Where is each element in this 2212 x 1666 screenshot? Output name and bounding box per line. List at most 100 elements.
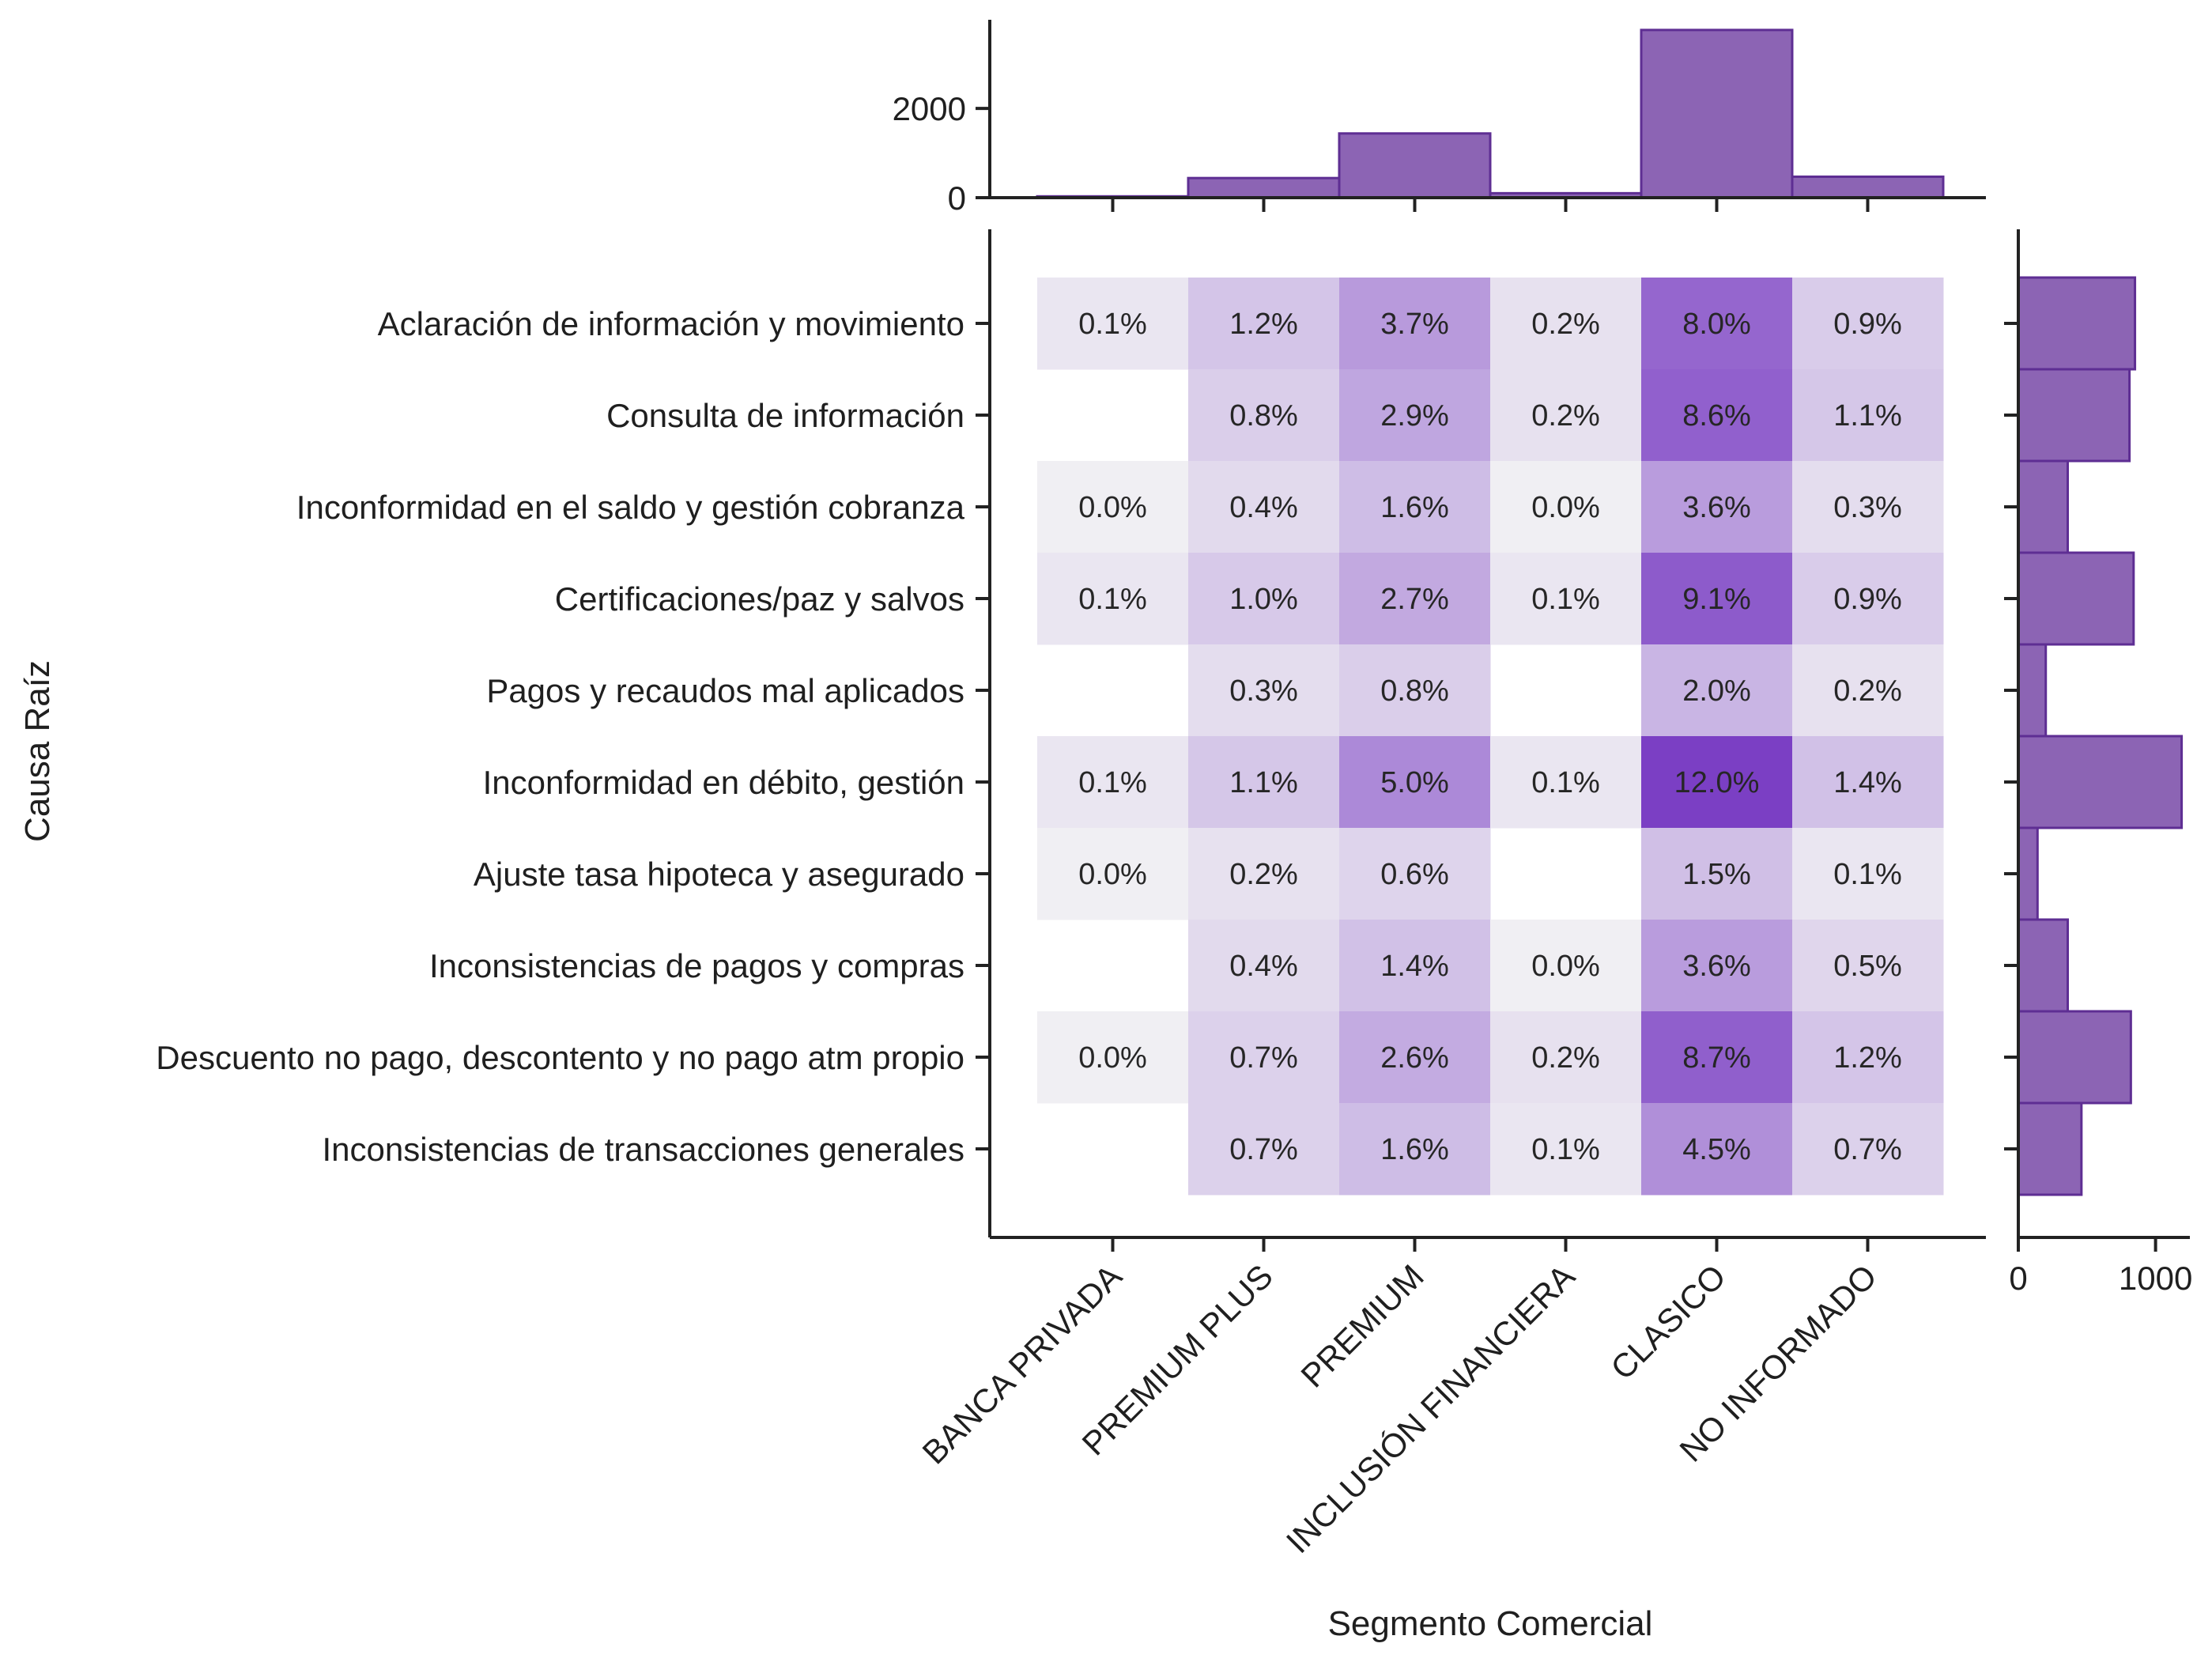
heatmap-cell <box>1037 1011 1189 1104</box>
heatmap-cell-label: 0.1% <box>1078 583 1147 616</box>
heatmap-cell-label: 0.5% <box>1833 950 1902 983</box>
heatmap-cell-label: 0.1% <box>1531 1133 1600 1166</box>
right-histogram-bar <box>2017 551 2135 646</box>
heatmap-cell-label: 0.6% <box>1380 858 1449 891</box>
heatmap-cell <box>1188 278 1340 370</box>
heatmap-cell <box>1641 369 1793 462</box>
heatmap-cell-label: 0.1% <box>1531 583 1600 616</box>
y-tick-label: Ajuste tasa hipoteca y asegurado <box>474 856 964 893</box>
heatmap-cell-label: 0.9% <box>1833 583 1902 616</box>
heatmap-cell-label: 8.7% <box>1682 1041 1751 1075</box>
heatmap-cell-label: 1.6% <box>1380 1133 1449 1166</box>
heatmap-cell <box>1490 1011 1642 1104</box>
heatmap-cell <box>1037 461 1189 553</box>
heatmap-cell <box>1641 1011 1793 1104</box>
right-histogram-bar <box>2017 276 2137 371</box>
heatmap-cell <box>1188 736 1340 829</box>
y-tick-label: Inconformidad en el saldo y gestión cobr… <box>296 489 965 526</box>
axes <box>976 20 2190 1252</box>
x-tick-label: INCLUSIÓN FINANCIERA <box>1279 1257 1582 1560</box>
heatmap-cell-label: 0.0% <box>1078 858 1147 891</box>
heatmap-cell <box>1037 278 1189 370</box>
y-axis-title: Causa Raíz <box>18 660 57 842</box>
top-histogram-bar <box>1338 132 1492 199</box>
heatmap-cell <box>1792 644 1944 737</box>
right-histogram-bar <box>2017 735 2184 829</box>
heatmap-cell-label: 1.4% <box>1833 766 1902 799</box>
heatmap-cell <box>1339 920 1491 1012</box>
heatmap-cell <box>1339 553 1491 645</box>
heatmap-cell <box>1037 736 1189 829</box>
right-hist-x-tick-label: 1000 <box>2119 1260 2192 1297</box>
heatmap-cell <box>1490 1103 1642 1196</box>
heatmap-cell-labels: 0.1% 1.2% 3.7% 0.2% 8.0% 0.9% 0.8% 2.9% 0.2% 8.6%… <box>1078 308 1902 1166</box>
y-tick-label: Inconformidad en débito, gestión <box>483 764 964 801</box>
right-histogram-bar <box>2017 1101 2083 1196</box>
heatmap-cell-label: 0.0% <box>1078 1041 1147 1075</box>
right-histogram-bar <box>2017 1010 2132 1105</box>
right-histogram-bar <box>2017 643 2048 738</box>
y-tick-label: Inconsistencias de pagos y compras <box>429 947 964 984</box>
heatmap-cell-label: 8.6% <box>1682 399 1751 433</box>
heatmap-cell-label: 0.1% <box>1078 308 1147 341</box>
heatmap-cell-label: 0.3% <box>1229 674 1298 708</box>
heatmap-cell <box>1188 920 1340 1012</box>
heatmap-cell-label: 0.1% <box>1531 766 1600 799</box>
heatmap-cell-label: 0.0% <box>1531 491 1600 524</box>
heatmap-cell <box>1792 1011 1944 1104</box>
heatmap-cell <box>1188 1011 1340 1104</box>
heatmap-cell-label: 0.0% <box>1531 950 1600 983</box>
heatmap-cell-label: 1.4% <box>1380 950 1449 983</box>
heatmap-cell-label: 0.1% <box>1833 858 1902 891</box>
heatmap-cell-label: 1.5% <box>1682 858 1751 891</box>
heatmap-cell <box>1188 553 1340 645</box>
heatmap-cell <box>1641 461 1793 553</box>
heatmap-cell-label: 2.9% <box>1380 399 1449 433</box>
heatmap-cell <box>1490 278 1642 370</box>
heatmap-cell-label: 4.5% <box>1682 1133 1751 1166</box>
heatmap-cell <box>1792 828 1944 920</box>
heatmap-cell <box>1339 369 1491 462</box>
heatmap-cell-label: 3.6% <box>1682 950 1751 983</box>
heatmap-cell-label: 2.7% <box>1380 583 1449 616</box>
top-histogram-bar <box>1187 176 1341 199</box>
heatmap-cell-label: 2.6% <box>1380 1041 1449 1075</box>
y-tick-label: Aclaración de información y movimiento <box>378 305 964 342</box>
heatmap-cell <box>1641 553 1793 645</box>
heatmap-cell-label: 0.2% <box>1229 858 1298 891</box>
heatmap-cell <box>1037 828 1189 920</box>
y-tick-label: Certificaciones/paz y salvos <box>555 580 964 618</box>
heatmap-cell <box>1188 1103 1340 1196</box>
heatmap-cell-label: 0.2% <box>1833 674 1902 708</box>
heatmap-cell <box>1792 1103 1944 1196</box>
heatmap-cell <box>1641 644 1793 737</box>
y-tick-label: Pagos y recaudos mal aplicados <box>486 672 964 709</box>
right-histogram-bar <box>2017 826 2039 921</box>
heatmap-cell <box>1188 369 1340 462</box>
heatmap-cell <box>1188 828 1340 920</box>
heatmap-cell <box>1792 369 1944 462</box>
heatmap-cell <box>1641 736 1793 829</box>
heatmap-cell <box>1792 461 1944 553</box>
y-tick-label: Inconsistencias de transacciones general… <box>323 1131 964 1168</box>
heatmap-cell-label: 0.2% <box>1531 399 1600 433</box>
heatmap-cell <box>1490 553 1642 645</box>
top-hist-y-tick-label: 0 <box>948 179 966 217</box>
heatmap-cell <box>1641 278 1793 370</box>
heatmap-cell <box>1792 553 1944 645</box>
heatmap-cell <box>1490 736 1642 829</box>
heatmap-cell-label: 1.1% <box>1229 766 1298 799</box>
heatmap-cell <box>1339 1103 1491 1196</box>
heatmap-cell-label: 0.8% <box>1229 399 1298 433</box>
y-tick-label: Consulta de información <box>606 397 964 434</box>
right-histogram-bar <box>2017 459 2069 554</box>
heatmap-cell <box>1641 920 1793 1012</box>
heatmap-cell <box>1641 1103 1793 1196</box>
right-marginal-histogram <box>2017 276 2184 1196</box>
heatmap-cell-label: 8.0% <box>1682 308 1751 341</box>
heatmap-cell-label: 3.7% <box>1380 308 1449 341</box>
heatmap-cell-label: 0.9% <box>1833 308 1902 341</box>
right-histogram-bar <box>2017 918 2069 1013</box>
heatmap-cell-label: 0.3% <box>1833 491 1902 524</box>
heatmap-cells <box>1037 278 1944 1196</box>
